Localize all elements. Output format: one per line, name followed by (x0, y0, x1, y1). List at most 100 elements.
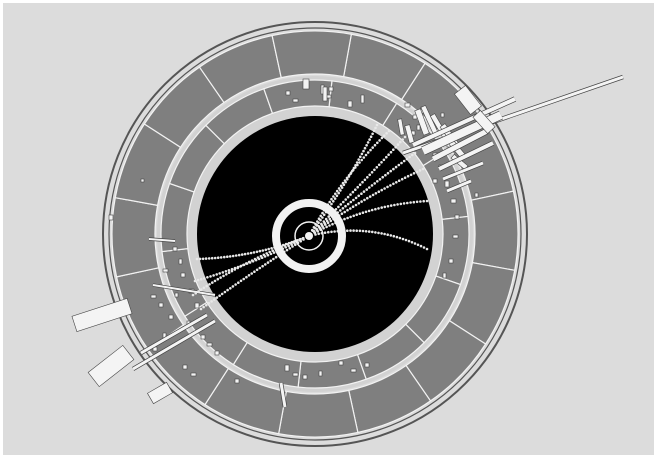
track-hit-dot (316, 230, 320, 233)
track-hit-dot (193, 279, 197, 283)
track-hit-dot (268, 250, 272, 254)
track-hit-dot (284, 242, 288, 246)
track-hit-dot (360, 158, 364, 162)
track-hit-dot (346, 216, 349, 220)
track-hit-dot (231, 285, 235, 288)
track-hit-dot (215, 273, 218, 276)
track-hit-dot (392, 234, 396, 238)
track-hit-dot (395, 181, 398, 184)
calorimeter-hit-block (360, 94, 365, 104)
track-hit-dot (221, 271, 225, 274)
track-hit-dot (258, 249, 262, 253)
track-hit-dot (416, 243, 420, 247)
energy-block (71, 298, 133, 332)
track-hit-dot (230, 269, 234, 273)
energy-bar (442, 161, 484, 181)
track-hit-dot (422, 246, 426, 249)
track-hit-dot (266, 261, 270, 264)
track-hit-dot (328, 217, 332, 221)
track-hit-dot (218, 294, 221, 298)
detector-event-display (3, 3, 654, 455)
track-hit-dot (366, 141, 370, 144)
calorimeter-hit-block (442, 272, 447, 279)
track-hit-dot (411, 153, 414, 157)
track-hit-dot (333, 230, 336, 233)
track-hit-dot (397, 179, 401, 182)
track-hit-dot (375, 123, 379, 127)
track-hit-dot (266, 253, 270, 257)
track-hit-dot (258, 266, 262, 270)
track-hit-dot (245, 262, 249, 265)
track-hit-dot (358, 183, 362, 186)
track-hit-dot (380, 206, 384, 209)
track-hit-dot (344, 180, 347, 184)
track-hit-dot (392, 182, 395, 186)
energy-bar (279, 382, 287, 408)
calorimeter-hit-block (168, 314, 174, 320)
track-hit-dot (213, 256, 217, 260)
track-hit-dot (373, 168, 376, 172)
track-hit-dot (337, 205, 340, 209)
track-hit-dot (299, 237, 302, 241)
track-hit-dot (393, 203, 396, 207)
calorimeter-hit-block (347, 100, 353, 108)
track-hit-dot (341, 207, 345, 210)
track-hit-dot (372, 129, 376, 133)
track-hit-dot (257, 257, 261, 261)
track-hit-dot (210, 300, 213, 303)
track-hit-dot (237, 253, 241, 257)
calorimeter-hit-block (328, 86, 334, 92)
track-hit-dot (371, 132, 374, 136)
track-hit-dot (366, 151, 370, 154)
track-hit-dot (352, 198, 355, 202)
outer-calorimeter-segment (277, 389, 359, 438)
track-hit-dot (207, 302, 211, 305)
track-hit-dot (261, 249, 265, 252)
track-hit-dot (368, 195, 372, 198)
track-hit-dot (396, 143, 400, 146)
track-hit-dot (330, 230, 333, 234)
track-hit-dot (380, 136, 384, 140)
track-hit-dot (360, 200, 363, 203)
track-hit-dot (358, 212, 362, 215)
track-hit-dot (285, 248, 289, 252)
track-hit-dot (255, 268, 259, 272)
track-hit-dot (398, 236, 402, 240)
track-hit-dot (409, 173, 413, 177)
track-hit-dot (378, 139, 381, 142)
track-hit-dot (367, 230, 371, 233)
track-hit-dot (324, 223, 327, 226)
energy-tower (404, 124, 415, 144)
track-hit-dot (392, 167, 395, 171)
track-hit-dot (367, 209, 371, 213)
track-hit-dot (198, 257, 202, 261)
track-hit-dot (335, 194, 339, 198)
track-hit-dot (264, 248, 268, 252)
track-hit-dot (213, 279, 217, 283)
calorimeter-hit-block (162, 268, 169, 273)
calorimeter-hit-block (292, 372, 299, 377)
track-hit-dot (358, 229, 362, 233)
track-hit-dot (302, 238, 305, 241)
track-hit-dot (349, 172, 352, 175)
track-hit-dot (272, 257, 275, 261)
calorimeter-hit-block (182, 364, 188, 370)
track-hit-dot (384, 173, 387, 177)
interaction-point (305, 232, 313, 240)
track-hit-dot (328, 200, 332, 204)
calorimeter-hit-block (292, 98, 299, 103)
track-hit-dot (342, 183, 346, 187)
track-hit-dot (340, 186, 344, 189)
track-hit-dot (294, 243, 297, 247)
track-hit-dot (329, 219, 333, 223)
track-hit-dot (369, 135, 373, 138)
track-hit-dot (383, 205, 387, 209)
track-hit-dot (357, 158, 361, 161)
track-hit-dot (195, 257, 199, 261)
track-hit-dot (330, 197, 333, 201)
track-hit-dot (377, 231, 380, 235)
track-hit-dot (369, 148, 372, 152)
track-hit-dot (249, 251, 253, 255)
calorimeter-hit-block (214, 350, 220, 356)
